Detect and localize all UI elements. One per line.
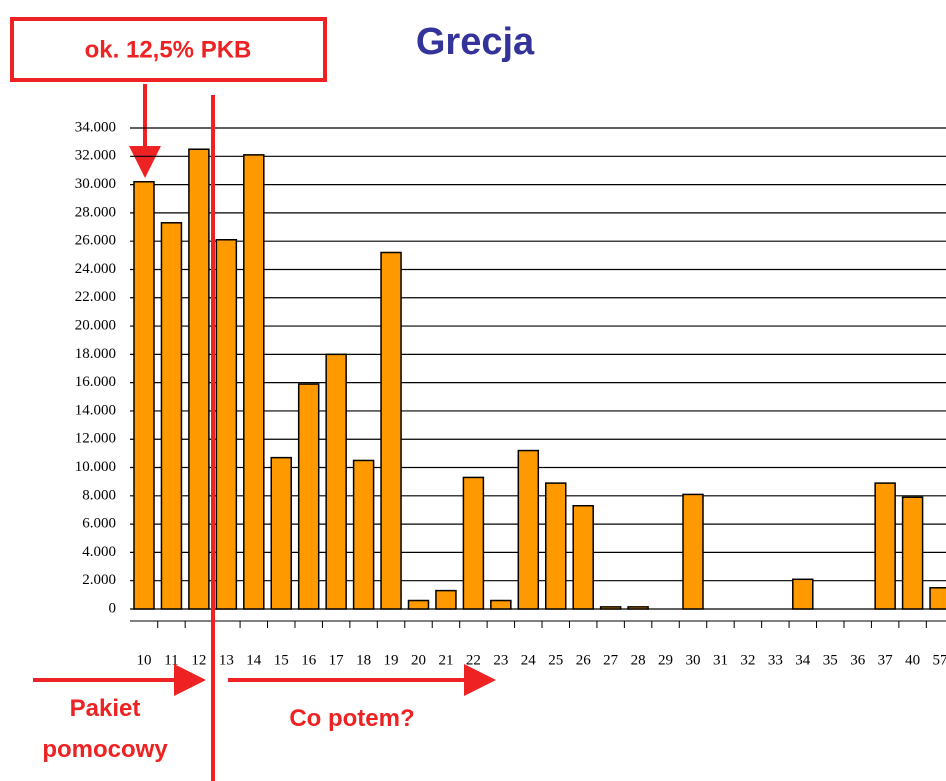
y-tick-label: 26.000 xyxy=(75,233,116,249)
bar xyxy=(627,606,649,610)
annotation: Co potem? xyxy=(289,705,414,732)
x-tick-label: 27 xyxy=(603,652,619,668)
bar xyxy=(572,504,594,610)
x-tick-label: 34 xyxy=(795,652,811,668)
x-tick-label: 16 xyxy=(301,652,317,668)
x-tick-label: 31 xyxy=(713,652,728,668)
bar xyxy=(270,456,292,610)
x-tick-label: 33 xyxy=(768,652,783,668)
bar xyxy=(929,587,946,610)
y-tick-label: 18.000 xyxy=(75,346,116,362)
x-tick-label: 21 xyxy=(438,652,453,668)
x-tick-label: 10 xyxy=(137,652,152,668)
bar xyxy=(792,578,814,610)
x-tick-label: 11 xyxy=(164,652,178,668)
bar xyxy=(188,148,210,610)
bar xyxy=(901,496,924,610)
bar xyxy=(545,482,567,610)
y-tick-label: 20.000 xyxy=(75,317,116,333)
x-tick-label: 40 xyxy=(905,652,920,668)
x-tick-label: 26 xyxy=(576,652,592,668)
x-tick-label: 15 xyxy=(274,652,289,668)
bar xyxy=(215,239,238,610)
annotation-box xyxy=(10,17,327,82)
bar xyxy=(407,599,430,610)
x-tick-label: 12 xyxy=(191,652,206,668)
bar xyxy=(380,251,402,610)
x-tick-label: 32 xyxy=(740,652,755,668)
x-tick-label: 37 xyxy=(878,652,894,668)
y-tick-label: 16.000 xyxy=(75,374,116,390)
y-tick-label: 28.000 xyxy=(75,204,116,220)
x-tick-label: 24 xyxy=(521,652,537,668)
x-tick-label: 30 xyxy=(686,652,701,668)
y-tick-label: 22.000 xyxy=(75,289,116,305)
y-tick-label: 34.000 xyxy=(75,119,116,135)
x-tick-label: 25 xyxy=(548,652,563,668)
y-tick-label: 30.000 xyxy=(75,176,116,192)
bar xyxy=(133,181,155,610)
bar xyxy=(874,482,896,610)
y-tick-label: 14.000 xyxy=(75,402,116,418)
x-tick-label: 17 xyxy=(329,652,345,668)
bar xyxy=(243,154,265,610)
y-tick-label: 4.000 xyxy=(82,544,116,560)
bar xyxy=(490,599,512,610)
x-tick-label: 19 xyxy=(384,652,399,668)
bar xyxy=(325,353,347,610)
x-tick-label: 18 xyxy=(356,652,371,668)
bar xyxy=(160,222,183,610)
bar xyxy=(352,459,375,610)
y-tick-label: 0 xyxy=(109,600,117,616)
y-tick-label: 6.000 xyxy=(82,516,116,532)
y-tick-label: 12.000 xyxy=(75,431,116,447)
y-tick-label: 10.000 xyxy=(75,459,116,475)
annotation: ok. 12,5% PKB xyxy=(85,36,252,63)
x-tick-label: 23 xyxy=(493,652,508,668)
bar xyxy=(297,383,320,610)
x-tick-label: 29 xyxy=(658,652,673,668)
bar xyxy=(682,493,704,610)
y-tick-label: 24.000 xyxy=(75,261,116,277)
chart-title: Grecja xyxy=(416,21,535,63)
annotation: pomocowy xyxy=(42,736,168,763)
annotation: Pakiet xyxy=(70,695,141,722)
bar xyxy=(599,606,622,610)
x-tick-label: 14 xyxy=(246,652,262,668)
bar xyxy=(435,589,457,610)
y-tick-label: 8.000 xyxy=(82,487,116,503)
x-tick-label: 20 xyxy=(411,652,426,668)
y-tick-label: 32.000 xyxy=(75,148,116,164)
x-tick-label: 35 xyxy=(823,652,838,668)
x-tick-label: 36 xyxy=(850,652,866,668)
x-tick-label: 13 xyxy=(219,652,234,668)
bar xyxy=(462,476,485,610)
bar xyxy=(517,449,540,610)
x-tick-label: 57 xyxy=(933,652,946,668)
y-tick-label: 2.000 xyxy=(82,572,116,588)
x-tick-label: 22 xyxy=(466,652,481,668)
x-tick-label: 28 xyxy=(631,652,646,668)
